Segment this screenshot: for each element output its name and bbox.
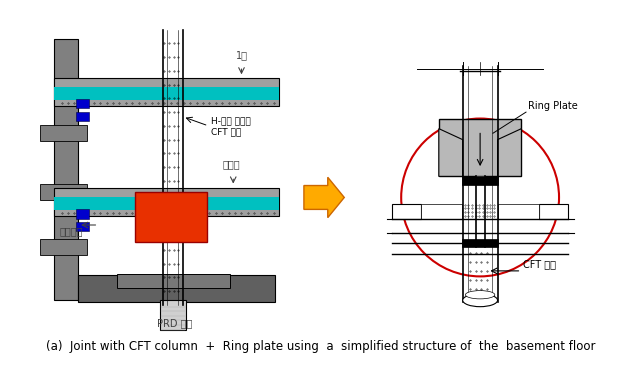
Bar [135,192,206,242]
Bar [76,112,89,121]
Bar [76,210,89,219]
Bar [76,99,89,108]
Bar [117,273,231,288]
Bar [476,176,485,247]
Bar [499,204,539,219]
Bar [54,78,279,106]
Bar [421,204,462,219]
Text: 흙막이벽: 흙막이벽 [60,226,83,236]
Bar [163,25,183,309]
Bar [54,39,78,300]
Bar [78,275,276,302]
Text: Ring Plate: Ring Plate [528,101,578,111]
Text: CFT 기둥: CFT 기둥 [212,127,242,136]
Polygon shape [304,177,344,218]
Bar [462,239,499,247]
Bar [439,119,521,176]
Bar [40,125,87,141]
Polygon shape [497,129,521,176]
Bar [392,204,421,219]
Bar [76,222,89,231]
Bar [539,204,568,219]
Text: 지하층: 지하층 [222,159,240,169]
Text: H-형강 철골보: H-형강 철골보 [212,116,251,125]
Bar [54,188,279,216]
Bar [160,300,185,330]
Bar [463,66,497,302]
Polygon shape [439,129,463,176]
Bar [54,198,279,210]
Ellipse shape [465,291,495,299]
Text: 1층: 1층 [236,50,248,60]
Bar [40,184,87,200]
Bar [54,87,279,100]
Ellipse shape [463,294,497,307]
Bar [40,239,87,255]
Text: (a)  Joint with CFT column  +  Ring plate using  a  simplified structure of  the: (a) Joint with CFT column + Ring plate u… [46,340,595,354]
Text: CFT 기둥: CFT 기둥 [523,259,556,269]
Text: PRD 기초: PRD 기초 [157,318,192,328]
Bar [462,176,499,185]
